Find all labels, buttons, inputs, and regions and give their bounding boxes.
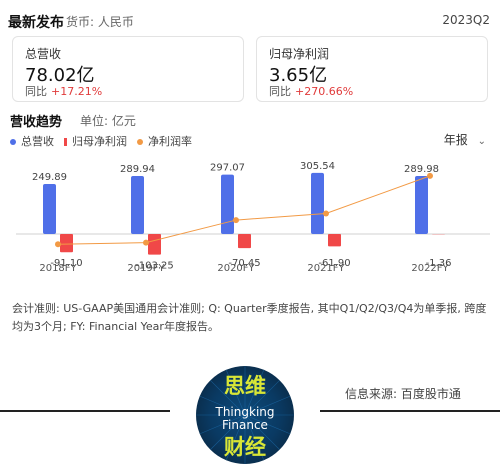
revenue-change-value: +17.21% [51,85,103,98]
revenue-data-label: 249.89 [32,172,67,183]
net-profit-data-label: -103.25 [135,261,174,272]
revenue-data-label: 289.94 [120,164,155,175]
revenue-bar [415,176,428,234]
revenue-value: 78.02亿 [25,65,95,86]
net-profit-bar [328,234,341,247]
period-select[interactable]: 年报 ⌄ [444,131,486,148]
header-title: 最新发布 [8,15,64,31]
net-profit-value: 3.65亿 [269,65,328,86]
logo-text-bottom: 财经 [224,435,266,459]
logo-text-mid2: Finance [222,418,268,432]
net-profit-bar [238,234,251,249]
logo-text-top: 思维 [224,374,266,398]
net-profit-bar [148,234,161,255]
x-tick-label: 2021FY [307,263,345,274]
net-profit-data-label: -61.90 [318,258,350,269]
net-profit-change: 同比 +270.66% [269,83,353,99]
net-profit-bar [60,234,73,253]
legend-margin-label: 净利润率 [148,135,192,148]
chevron-down-icon: ⌄ [477,136,486,147]
revenue-bar [43,184,56,234]
revenue-data-label: 289.98 [404,164,439,175]
revenue-bar [311,172,324,234]
x-tick-label: 2018FY [39,263,77,274]
revenue-change: 同比 +17.21% [25,83,102,99]
legend-net-profit[interactable]: 归母净利润 [64,133,127,149]
report-period: 2023Q2 [442,13,490,27]
net-profit-data-label: -91.10 [50,258,82,269]
x-tick-label: 2022FY [411,263,449,274]
legend-revenue[interactable]: 总营收 [10,133,54,149]
source-label: 信息来源: 百度股市通 [345,387,461,401]
footer-divider-right [320,410,500,412]
margin-point [427,172,433,179]
x-tick-label: 2020FY [217,263,255,274]
revenue-bar [221,174,234,234]
revenue-bar [131,176,144,234]
legend-revenue-label: 总营收 [21,135,54,148]
revenue-data-label: 297.07 [210,163,245,174]
section-title: 营收趋势 [10,115,63,130]
period-select-label: 年报 [443,133,468,147]
accounting-note: 会计准则: US-GAAP美国通用会计准则; Q: Quarter季度报告, 其… [12,302,487,333]
margin-point [55,241,61,248]
net-profit-change-label: 同比 [269,85,291,98]
x-tick-label: 2019FY [127,263,165,274]
footer-divider-left [0,410,170,412]
net-profit-card[interactable]: 归母净利润 3.65亿 同比 +270.66% [256,36,488,102]
net-profit-data-label: -70.45 [228,258,260,269]
legend-margin[interactable]: 净利润率 [137,133,192,149]
currency-label: 货币: 人民币 [66,15,134,29]
legend-revenue-marker [10,139,16,145]
thinking-finance-logo: 思维 Thingking Finance 财经 [196,366,294,464]
revenue-label: 总营收 [25,47,62,61]
net-profit-change-value: +270.66% [295,85,354,98]
margin-point [233,217,239,224]
section-unit: 单位: 亿元 [80,114,136,128]
chart-legend: 总营收 归母净利润 净利润率 [10,133,192,149]
net-profit-data-label: -1.36 [426,258,452,269]
revenue-data-label: 305.54 [300,161,335,172]
revenue-change-label: 同比 [25,85,47,98]
margin-point [143,239,149,246]
margin-point [323,210,329,217]
legend-net-profit-label: 归母净利润 [72,135,127,148]
revenue-card[interactable]: 总营收 78.02亿 同比 +17.21% [12,36,244,102]
logo-text-mid1: Thingking [215,405,275,419]
net-profit-label: 归母净利润 [269,47,330,61]
legend-net-profit-marker [64,138,67,146]
legend-margin-marker [137,139,143,145]
